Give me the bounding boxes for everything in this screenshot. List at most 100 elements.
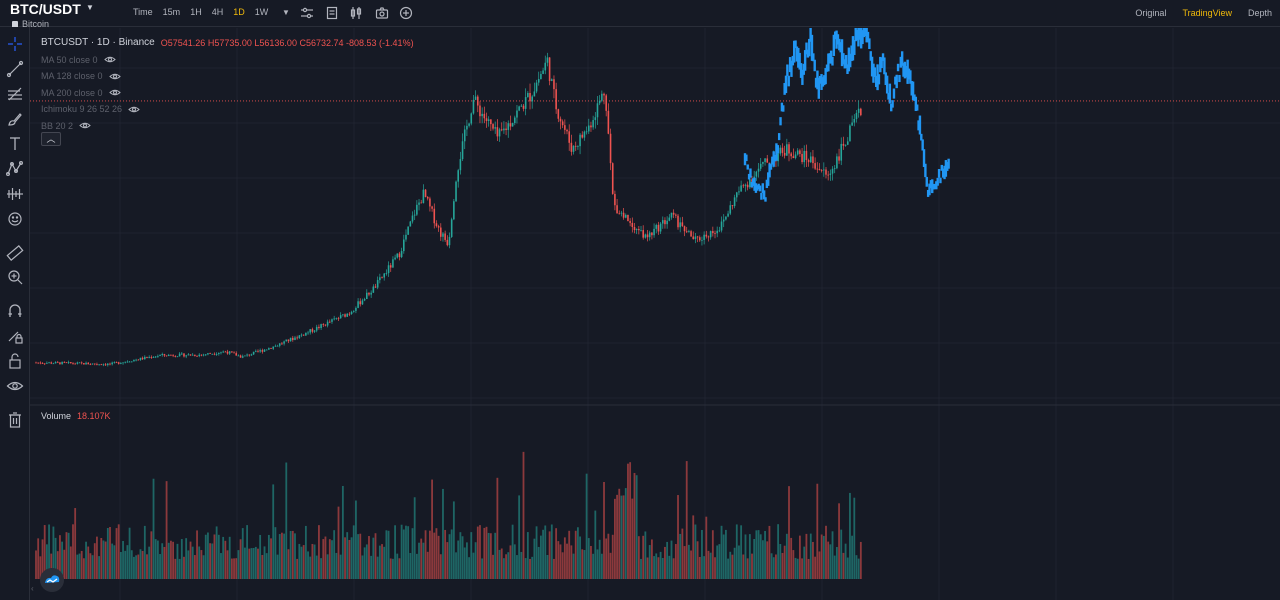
- text-tool[interactable]: [6, 135, 24, 153]
- volume-bar: [583, 550, 586, 579]
- overlay-candle: [798, 52, 801, 70]
- interval-1d[interactable]: 1D: [233, 7, 245, 17]
- candle-body: [98, 364, 100, 366]
- emoji-tool[interactable]: [6, 210, 24, 228]
- view-depth[interactable]: Depth: [1247, 8, 1272, 18]
- candle-body: [566, 129, 568, 132]
- indicator-settings-icon[interactable]: [300, 6, 314, 20]
- volume-bar: [85, 541, 87, 579]
- candle-body: [63, 361, 66, 363]
- candle-body: [124, 361, 127, 363]
- volume-bar: [729, 551, 732, 579]
- candle-body: [263, 349, 266, 352]
- volume-bar: [563, 537, 566, 579]
- interval-4h[interactable]: 4H: [211, 7, 224, 17]
- volume-bar: [640, 558, 642, 579]
- pattern-tool[interactable]: [6, 160, 24, 178]
- overlay-candle: [849, 53, 852, 68]
- candle-body: [851, 122, 853, 126]
- view-original[interactable]: Original: [1135, 8, 1167, 18]
- symbol-title[interactable]: BTC/USDT: [10, 1, 81, 17]
- chart-type-icon[interactable]: [349, 6, 363, 20]
- interval-1h[interactable]: 1H: [190, 7, 202, 17]
- volume-bar: [827, 541, 830, 579]
- candle-body: [85, 362, 87, 365]
- candle-body: [474, 96, 477, 100]
- eye-icon[interactable]: [108, 88, 121, 97]
- view-tradingview[interactable]: TradingView: [1182, 8, 1232, 18]
- overlay-candle: [926, 189, 930, 197]
- overlay-candle: [749, 168, 752, 178]
- eye-icon[interactable]: [108, 72, 121, 81]
- candle-body: [211, 353, 214, 355]
- candle-body: [714, 233, 716, 234]
- candle-body: [825, 169, 827, 175]
- volume-bar: [590, 545, 592, 579]
- volume-bar: [111, 543, 114, 579]
- trend-line-tool[interactable]: [6, 60, 24, 78]
- lock-drawing-tool[interactable]: [6, 327, 24, 345]
- volume-bar: [220, 553, 222, 579]
- add-icon[interactable]: [399, 6, 413, 20]
- interval-15m[interactable]: 15m: [162, 7, 181, 17]
- candle-body: [39, 362, 42, 364]
- crosshair-tool[interactable]: [6, 35, 24, 53]
- candle-body: [781, 147, 784, 153]
- volume-bar: [126, 545, 129, 579]
- eye-icon[interactable]: [128, 105, 140, 114]
- candle-body: [261, 350, 264, 352]
- overlay-candle: [745, 154, 748, 162]
- overlay-candle: [832, 34, 836, 56]
- volume-bar: [679, 533, 682, 579]
- templates-icon[interactable]: [325, 6, 339, 20]
- fib-tool[interactable]: [6, 85, 24, 103]
- eye-icon[interactable]: [79, 121, 91, 130]
- screenshot-icon[interactable]: [375, 6, 389, 20]
- price-chart[interactable]: [30, 28, 1280, 600]
- overlay-candle: [791, 55, 795, 66]
- interval-1w[interactable]: 1W: [254, 7, 269, 17]
- interval-time[interactable]: Time: [133, 7, 153, 17]
- volume-bar: [587, 538, 590, 579]
- collapse-legend-button[interactable]: ︿: [41, 132, 61, 146]
- candle-body: [78, 362, 81, 364]
- candle-body: [305, 332, 307, 336]
- zoom-in-tool[interactable]: [6, 268, 24, 286]
- volume-bar: [117, 524, 120, 579]
- volume-bar: [298, 543, 301, 579]
- candle-body: [326, 321, 329, 326]
- overlay-candle: [834, 31, 837, 40]
- candle-body: [644, 234, 647, 238]
- indicator-row: MA 50 close 0: [41, 52, 414, 69]
- candle-body: [725, 216, 727, 220]
- volume-bar: [196, 530, 198, 579]
- volume-bar: [466, 542, 468, 579]
- more-intervals-icon[interactable]: ▼: [282, 8, 290, 17]
- candle-body: [237, 355, 240, 357]
- eye-icon[interactable]: [103, 55, 116, 64]
- volume-bar: [294, 533, 296, 579]
- delete-drawings-tool[interactable]: [6, 411, 24, 429]
- hide-drawings-tool[interactable]: [6, 377, 24, 395]
- volume-bar: [757, 530, 760, 579]
- candle-body: [535, 82, 538, 92]
- volume-bar: [202, 555, 205, 579]
- candle-body: [276, 345, 279, 347]
- overlay-candle: [928, 183, 931, 196]
- tradingview-logo-icon[interactable]: [40, 568, 64, 592]
- symbol-dropdown-icon[interactable]: ▼: [86, 3, 94, 12]
- ruler-tool[interactable]: [6, 244, 24, 262]
- unlock-tool[interactable]: [6, 352, 24, 370]
- volume-bar: [842, 552, 845, 579]
- scroll-left-icon[interactable]: ‹: [31, 584, 34, 593]
- prediction-tool[interactable]: [6, 185, 24, 203]
- brush-tool[interactable]: [6, 110, 24, 128]
- overlay-candle: [900, 51, 904, 66]
- magnet-tool[interactable]: [6, 302, 24, 320]
- volume-bar: [341, 485, 344, 579]
- candle-body: [52, 363, 55, 365]
- candle-body: [270, 348, 272, 349]
- candle-body: [70, 362, 72, 364]
- top-bar: BTC/USDT ▼ Bitcoin Time 15m 1H 4H 1D 1W …: [0, 0, 1280, 29]
- candle-body: [559, 118, 562, 122]
